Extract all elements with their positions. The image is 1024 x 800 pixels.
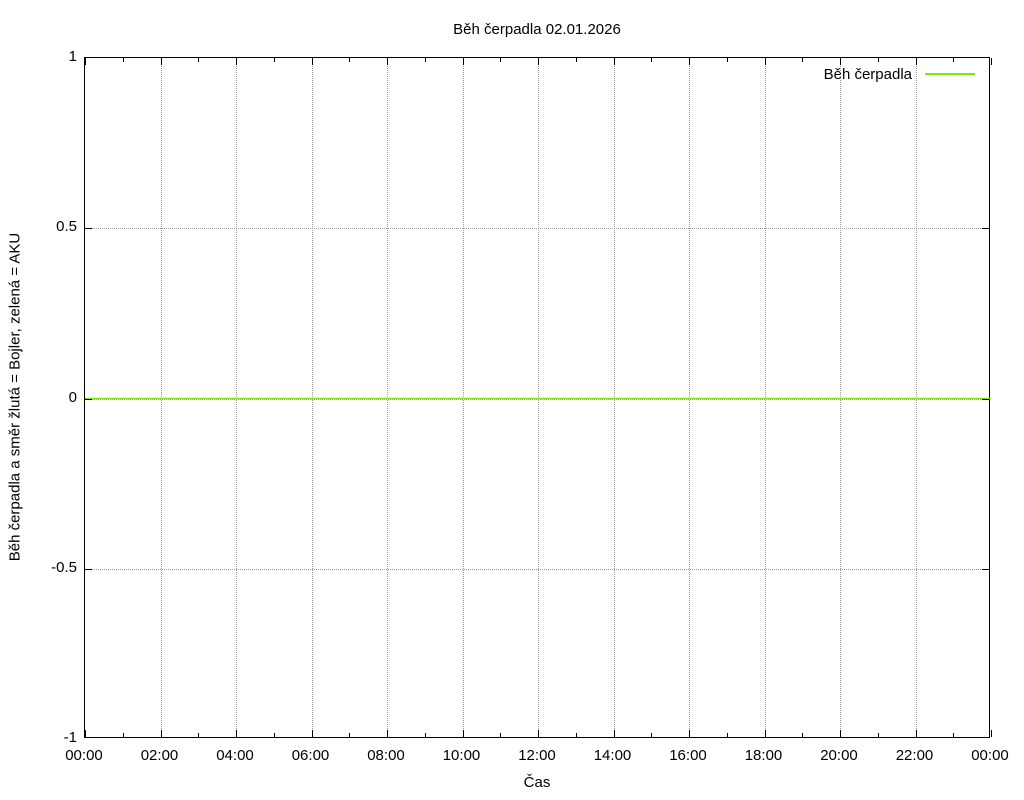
- x-tick-label: 18:00: [744, 747, 783, 764]
- y-tick-label: 1: [68, 48, 77, 65]
- chart-title: Běh čerpadla 02.01.2026: [453, 21, 621, 38]
- x-minor-tick-mark: [877, 733, 879, 737]
- x-minor-tick-mark: [953, 58, 955, 62]
- x-minor-tick-mark: [651, 733, 653, 737]
- x-minor-tick-mark: [575, 733, 577, 737]
- x-tick-mark: [538, 58, 539, 65]
- x-tick-mark: [160, 730, 162, 737]
- x-gridline: [236, 58, 237, 737]
- x-minor-tick-mark: [500, 58, 502, 62]
- x-tick-mark: [387, 730, 388, 737]
- x-minor-tick-mark: [802, 58, 804, 62]
- x-tick-mark: [311, 58, 313, 65]
- x-tick-mark: [840, 730, 841, 737]
- x-tick-mark: [462, 730, 464, 737]
- x-tick-mark: [915, 730, 917, 737]
- x-tick-label: 10:00: [442, 747, 481, 764]
- x-tick-label: 02:00: [140, 747, 179, 764]
- x-minor-tick-mark: [651, 58, 653, 62]
- x-minor-tick-mark: [953, 733, 955, 737]
- x-minor-tick-mark: [726, 58, 728, 62]
- x-gridline: [613, 58, 615, 737]
- x-tick-mark: [840, 58, 841, 65]
- y-tick-mark: [982, 568, 989, 570]
- x-minor-tick-mark: [500, 733, 502, 737]
- x-tick-mark: [236, 58, 237, 65]
- x-tick-label: 00:00: [65, 747, 103, 764]
- y-tick-label: -1: [63, 729, 77, 746]
- x-tick-mark: [991, 730, 992, 737]
- x-tick-label: 14:00: [593, 747, 632, 764]
- x-gridline: [160, 58, 162, 737]
- x-tick-mark: [991, 58, 992, 65]
- x-gridline: [689, 58, 690, 737]
- x-tick-mark: [915, 58, 917, 65]
- x-tick-mark: [160, 58, 162, 65]
- x-minor-tick-mark: [122, 733, 124, 737]
- x-tick-mark: [387, 58, 388, 65]
- legend-series-label: Běh čerpadla: [823, 65, 912, 83]
- x-minor-tick-mark: [273, 58, 275, 62]
- x-gridline: [538, 58, 539, 737]
- x-tick-label: 22:00: [895, 747, 934, 764]
- x-tick-mark: [85, 730, 86, 737]
- y-gridline: [85, 568, 989, 570]
- x-tick-label: 00:00: [971, 747, 1009, 764]
- x-minor-tick-mark: [273, 733, 275, 737]
- x-minor-tick-mark: [198, 733, 200, 737]
- x-tick-mark: [236, 730, 237, 737]
- y-tick-mark: [85, 228, 92, 230]
- legend: Běh čerpadla: [824, 64, 975, 84]
- x-tick-mark: [85, 58, 86, 65]
- x-tick-mark: [689, 730, 690, 737]
- x-tick-label: 08:00: [367, 747, 405, 764]
- x-gridline: [311, 58, 313, 737]
- x-tick-label: 12:00: [518, 747, 556, 764]
- y-tick-mark: [85, 398, 92, 400]
- x-gridline: [840, 58, 841, 737]
- series-plot-svg: [85, 397, 991, 400]
- x-minor-tick-mark: [349, 733, 351, 737]
- x-tick-mark: [689, 58, 690, 65]
- x-minor-tick-mark: [802, 733, 804, 737]
- x-gridline: [462, 58, 464, 737]
- x-axis-label: Čas: [523, 774, 551, 791]
- y-tick-mark: [982, 398, 989, 400]
- y-tick-label: 0.5: [56, 218, 77, 236]
- x-tick-label: 04:00: [216, 747, 254, 764]
- x-tick-mark: [613, 730, 615, 737]
- y-tick-mark: [85, 568, 92, 570]
- x-tick-label: 16:00: [669, 747, 707, 764]
- x-minor-tick-mark: [424, 733, 426, 737]
- x-minor-tick-mark: [198, 58, 200, 62]
- x-tick-mark: [613, 58, 615, 65]
- x-minor-tick-mark: [575, 58, 577, 62]
- x-gridline: [387, 58, 388, 737]
- x-minor-tick-mark: [726, 733, 728, 737]
- x-minor-tick-mark: [122, 58, 124, 62]
- x-gridline: [764, 58, 766, 737]
- y-tick-mark: [982, 228, 989, 230]
- x-gridline: [915, 58, 917, 737]
- x-minor-tick-mark: [424, 58, 426, 62]
- y-tick-label: 0: [68, 388, 77, 406]
- x-tick-mark: [764, 58, 766, 65]
- x-tick-mark: [462, 58, 464, 65]
- x-minor-tick-mark: [877, 58, 879, 62]
- x-tick-mark: [311, 730, 313, 737]
- plot-area: Běh čerpadla: [84, 57, 992, 738]
- x-tick-label: 06:00: [291, 747, 330, 764]
- y-gridline: [85, 228, 989, 230]
- x-tick-mark: [764, 730, 766, 737]
- x-minor-tick-mark: [349, 58, 351, 62]
- x-tick-mark: [538, 730, 539, 737]
- x-tick-label: 20:00: [820, 747, 858, 764]
- y-tick-label: -0.5: [51, 558, 77, 576]
- legend-line-sample: [925, 73, 975, 75]
